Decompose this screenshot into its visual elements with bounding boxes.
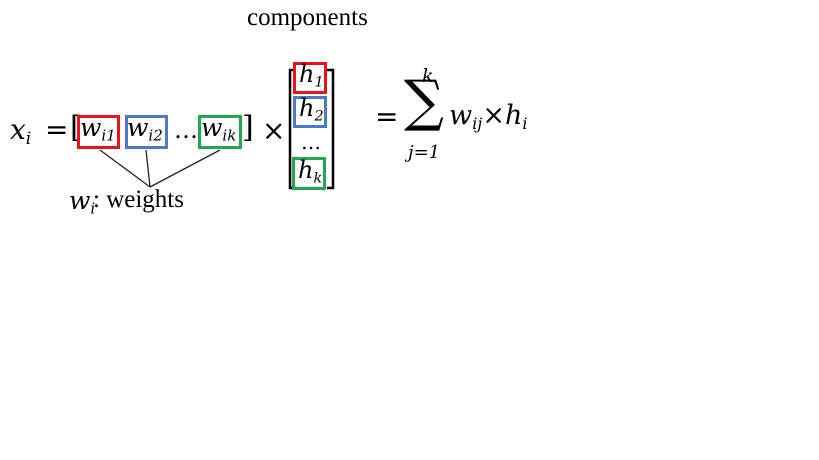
weight-ellipsis: … xyxy=(174,116,198,144)
component-box-1 xyxy=(293,62,327,94)
weight-box-2 xyxy=(125,115,168,149)
equals-sign-1: = xyxy=(45,113,69,146)
connector-line-3 xyxy=(149,149,221,188)
connector-line-2 xyxy=(145,149,151,188)
sum-term: wij×hi xyxy=(449,100,528,133)
sum-lower-limit: j=1 xyxy=(408,142,441,163)
x-i-term: xi xyxy=(10,113,31,148)
component-h-k: hk xyxy=(298,156,323,187)
weight-w-i2: wi2 xyxy=(127,113,163,145)
sum-upper-limit: k xyxy=(422,65,434,87)
component-box-k xyxy=(292,157,326,190)
sum-symbol: ∑ xyxy=(404,69,444,134)
components-label: components xyxy=(247,4,368,31)
weights-label: : weights xyxy=(93,186,184,213)
x-i-base: x xyxy=(10,113,26,146)
open-bracket: [ xyxy=(70,110,82,145)
component-box-2 xyxy=(293,96,327,128)
component-h-1: h1 xyxy=(299,60,324,91)
times-sign: × xyxy=(262,114,286,147)
x-i-sub: i xyxy=(25,128,32,149)
sum-term-w-sub: ij xyxy=(472,113,483,133)
weight-w-ik: wik xyxy=(201,113,237,145)
component-h-2: h2 xyxy=(299,94,324,125)
close-bracket: ] xyxy=(242,110,254,145)
weight-box-1 xyxy=(77,115,120,149)
right-bracket xyxy=(327,68,335,190)
w-i-label: wi xyxy=(69,186,96,218)
sum-term-h-sub: i xyxy=(522,113,528,133)
connector-line-1 xyxy=(99,149,151,188)
equals-sign-2: = xyxy=(375,100,399,133)
weight-box-k xyxy=(198,115,242,149)
sum-term-h: h xyxy=(504,100,523,131)
weight-w-i1: wi1 xyxy=(80,113,116,145)
sum-term-times: × xyxy=(482,100,505,131)
component-ellipsis: … xyxy=(301,130,321,154)
sum-term-w: w xyxy=(449,100,473,131)
